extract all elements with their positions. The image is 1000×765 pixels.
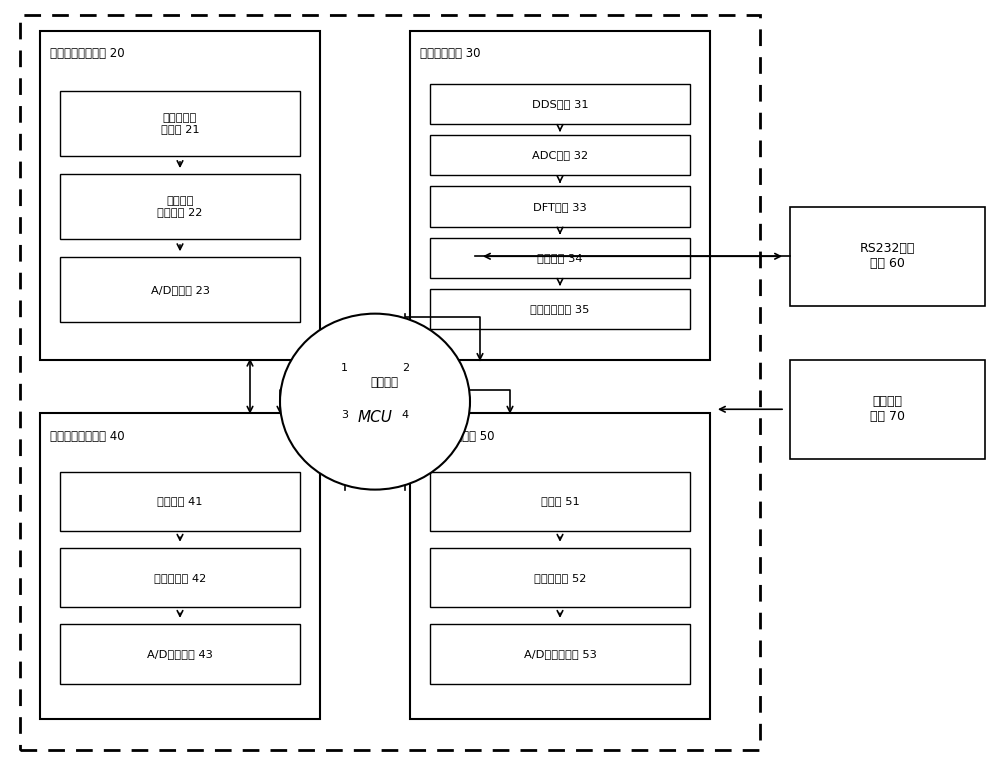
Text: 铂电阻 51: 铂电阻 51 bbox=[541, 496, 579, 506]
Text: 冰点温度模块 30: 冰点温度模块 30 bbox=[420, 47, 480, 60]
Text: DFT变换 33: DFT变换 33 bbox=[533, 201, 587, 212]
Ellipse shape bbox=[280, 314, 470, 490]
Bar bbox=[60, 91, 300, 156]
Bar bbox=[790, 207, 985, 306]
Text: 电源管理
模块 70: 电源管理 模块 70 bbox=[870, 396, 905, 423]
Bar bbox=[60, 471, 300, 531]
Bar bbox=[20, 15, 760, 750]
Text: 运算放大器 42: 运算放大器 42 bbox=[154, 572, 206, 583]
Bar bbox=[430, 548, 690, 607]
Bar bbox=[430, 289, 690, 329]
Bar bbox=[790, 360, 985, 459]
Bar bbox=[430, 238, 690, 278]
Text: DDS激励 31: DDS激励 31 bbox=[532, 99, 588, 109]
Text: 水膜厉度检测模块 20: 水膜厉度检测模块 20 bbox=[50, 47, 125, 60]
Text: 1: 1 bbox=[341, 363, 348, 373]
Text: 多频电容检测模块 40: 多频电容检测模块 40 bbox=[50, 430, 125, 443]
Bar bbox=[430, 624, 690, 684]
Text: A/D转换器电路 53: A/D转换器电路 53 bbox=[524, 649, 596, 659]
Bar bbox=[60, 624, 300, 684]
Bar bbox=[60, 174, 300, 239]
Bar bbox=[430, 471, 690, 531]
Bar bbox=[430, 84, 690, 124]
Text: 运算放大器 52: 运算放大器 52 bbox=[534, 572, 586, 583]
Bar bbox=[60, 548, 300, 607]
Text: 光纤微位移
传感器 21: 光纤微位移 传感器 21 bbox=[161, 112, 199, 134]
Text: 双路探测
对数放大 22: 双路探测 对数放大 22 bbox=[157, 196, 203, 217]
Text: MCU: MCU bbox=[358, 410, 392, 425]
Text: 3: 3 bbox=[341, 410, 348, 420]
Bar bbox=[410, 413, 710, 719]
Bar bbox=[430, 187, 690, 226]
Text: 4: 4 bbox=[402, 410, 409, 420]
Text: RS232通信
模块 60: RS232通信 模块 60 bbox=[860, 243, 915, 270]
Text: 冰点温度换算 35: 冰点温度换算 35 bbox=[530, 304, 590, 314]
Bar bbox=[40, 31, 320, 360]
Text: ADC采样 32: ADC采样 32 bbox=[532, 150, 588, 160]
Text: A/D转换器 23: A/D转换器 23 bbox=[151, 285, 210, 295]
Text: 路面温度检测模块 50: 路面温度检测模块 50 bbox=[420, 430, 494, 443]
Bar bbox=[410, 31, 710, 360]
Text: 2: 2 bbox=[402, 363, 409, 373]
Bar bbox=[40, 413, 320, 719]
Text: 微控制器: 微控制器 bbox=[370, 376, 398, 389]
Bar bbox=[430, 135, 690, 175]
Text: A/D转换电路 43: A/D转换电路 43 bbox=[147, 649, 213, 659]
Text: 多频电容 41: 多频电容 41 bbox=[157, 496, 203, 506]
Text: 阻抗检测 34: 阻抗检测 34 bbox=[537, 253, 583, 263]
Bar bbox=[60, 257, 300, 322]
